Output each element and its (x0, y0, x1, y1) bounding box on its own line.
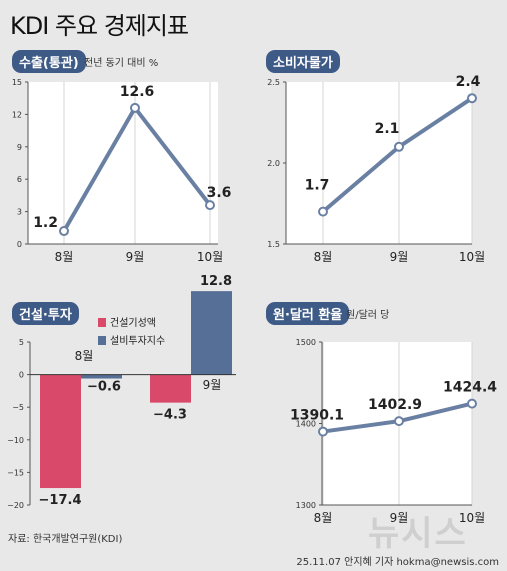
cpi-value-label-0: 1.7 (305, 178, 330, 194)
export-point-0 (59, 226, 69, 237)
construction-y-tick-label-5: −20 (7, 501, 24, 510)
export-x-tick-label-1: 9월 (126, 250, 145, 264)
cpi-value-label-1: 2.1 (375, 121, 400, 137)
fx-point-0 (318, 426, 328, 437)
fx-point-1 (394, 416, 404, 427)
export-y-tick-label-1: 3 (17, 208, 22, 217)
construction-y-tick-label-4: −15 (7, 468, 24, 477)
fx-panel-title: 원·달러 환율 (266, 302, 350, 325)
cpi-y-tick-label-0: 1.5 (267, 240, 280, 249)
fx-x-tick-label-0: 8월 (314, 511, 333, 525)
page-title: KDI 주요 경제지표 (10, 12, 189, 40)
fx-value-label-2: 1424.4 (443, 380, 497, 396)
construction-y-tick-label-3: −10 (7, 436, 24, 445)
construction-bar-s0-c1 (150, 374, 191, 403)
watermark-logo: 뉴시스 (368, 514, 468, 554)
fx-value-label-0: 1390.1 (290, 408, 344, 424)
export-plot-area (28, 82, 218, 244)
construction-legend-swatch-1 (98, 336, 106, 345)
export-y-tick-label-2: 6 (17, 175, 22, 184)
export-value-label-1: 12.6 (120, 84, 155, 100)
cpi-y-tick-label-1: 2.0 (267, 159, 280, 168)
cpi-x-tick-label-0: 8월 (314, 250, 333, 264)
source-note: 자료: 한국개발연구원(KDI) (8, 534, 123, 545)
construction-value-label-s1-c1: 12.8 (200, 274, 232, 289)
construction-x-tick-label-1: 9월 (203, 378, 222, 392)
fx-panel-unit: 원/달러 당 (346, 310, 390, 321)
export-panel-title: 수출(통관) (12, 50, 86, 73)
cpi-y-tick-label-2: 2.5 (267, 78, 280, 87)
construction-y-tick-label-2: −5 (12, 403, 24, 412)
export-x-tick-label-0: 8월 (55, 250, 74, 264)
construction-bar-s1-c1 (191, 291, 232, 375)
export-point-2 (205, 200, 215, 211)
fx-y-tick-label-1: 1400 (296, 420, 316, 429)
cpi-x-tick-label-2: 10월 (459, 250, 485, 264)
cpi-point-2 (467, 93, 477, 104)
construction-legend-swatch-0 (98, 318, 106, 327)
fx-x-tick-label-2: 10월 (459, 511, 485, 525)
construction-legend-label-0: 건설기성액 (110, 317, 156, 329)
construction-x-tick-label-0: 8월 (75, 349, 94, 363)
cpi-point-0 (318, 206, 328, 217)
cpi-point-1 (394, 141, 404, 152)
cpi-value-label-2: 2.4 (456, 74, 481, 90)
cpi-panel-title: 소비자물가 (266, 50, 340, 73)
fx-point-2 (467, 398, 477, 409)
export-y-tick-label-5: 15 (12, 78, 22, 87)
construction-value-label-s0-c1: −4.3 (153, 408, 187, 423)
fx-y-tick-label-0: 1300 (296, 501, 316, 510)
fx-value-label-1: 1402.9 (368, 397, 422, 413)
cpi-x-tick-label-1: 9월 (390, 250, 409, 264)
export-panel-unit: 전년 동기 대비 % (84, 58, 159, 69)
export-y-tick-label-0: 0 (17, 240, 22, 249)
export-y-tick-label-3: 9 (17, 143, 22, 152)
construction-value-label-s0-c0: −17.4 (39, 493, 82, 508)
export-value-label-0: 1.2 (33, 215, 58, 231)
construction-panel-title: 건설·투자 (12, 302, 79, 325)
construction-y-tick-label-1: 0 (19, 371, 24, 380)
construction-y-tick-label-0: 5 (19, 338, 24, 347)
export-y-tick-label-4: 12 (12, 110, 22, 119)
fx-x-tick-label-1: 9월 (390, 511, 409, 525)
construction-bar-s0-c0 (40, 374, 81, 489)
construction-value-label-s1-c0: −0.6 (87, 380, 121, 395)
export-value-label-2: 3.6 (207, 185, 232, 201)
credit-note: 25.11.07 안지혜 기자 hokma@newsis.com (296, 557, 499, 568)
construction-legend-label-1: 설비투자지수 (110, 335, 165, 347)
export-x-tick-label-2: 10월 (197, 250, 223, 264)
export-point-1 (130, 102, 140, 113)
construction-bar-s1-c0 (81, 374, 122, 379)
fx-y-tick-label-2: 1500 (296, 338, 316, 347)
